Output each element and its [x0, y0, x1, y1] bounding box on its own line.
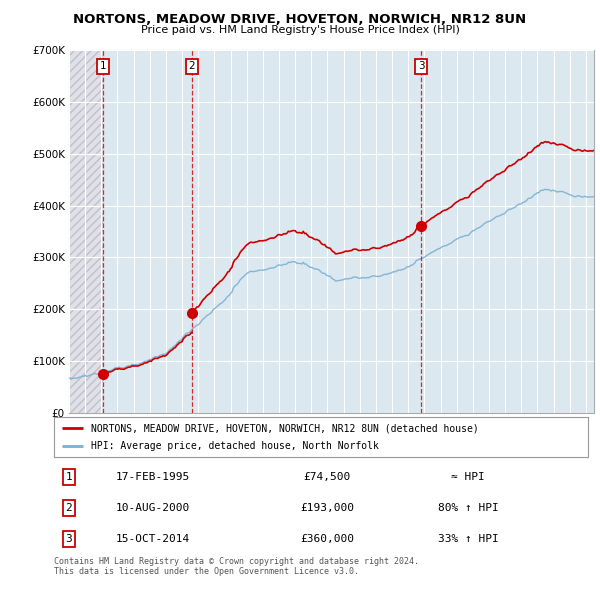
Text: 33% ↑ HPI: 33% ↑ HPI — [437, 534, 499, 543]
Text: NORTONS, MEADOW DRIVE, HOVETON, NORWICH, NR12 8UN (detached house): NORTONS, MEADOW DRIVE, HOVETON, NORWICH,… — [91, 424, 479, 434]
Text: HPI: Average price, detached house, North Norfolk: HPI: Average price, detached house, Nort… — [91, 441, 379, 451]
Text: £74,500: £74,500 — [304, 473, 350, 482]
Text: 15-OCT-2014: 15-OCT-2014 — [116, 534, 190, 543]
Text: £360,000: £360,000 — [300, 534, 354, 543]
Text: Contains HM Land Registry data © Crown copyright and database right 2024.
This d: Contains HM Land Registry data © Crown c… — [54, 557, 419, 576]
Text: £193,000: £193,000 — [300, 503, 354, 513]
Text: 1: 1 — [65, 473, 73, 482]
Text: 3: 3 — [418, 61, 424, 71]
Text: NORTONS, MEADOW DRIVE, HOVETON, NORWICH, NR12 8UN: NORTONS, MEADOW DRIVE, HOVETON, NORWICH,… — [73, 13, 527, 26]
Text: 2: 2 — [188, 61, 195, 71]
Text: 2: 2 — [65, 503, 73, 513]
Text: 10-AUG-2000: 10-AUG-2000 — [116, 503, 190, 513]
Text: 80% ↑ HPI: 80% ↑ HPI — [437, 503, 499, 513]
Text: 17-FEB-1995: 17-FEB-1995 — [116, 473, 190, 482]
Text: ≈ HPI: ≈ HPI — [451, 473, 485, 482]
Text: 1: 1 — [100, 61, 107, 71]
Text: 3: 3 — [65, 534, 73, 543]
Bar — [69, 50, 103, 413]
Text: Price paid vs. HM Land Registry's House Price Index (HPI): Price paid vs. HM Land Registry's House … — [140, 25, 460, 35]
